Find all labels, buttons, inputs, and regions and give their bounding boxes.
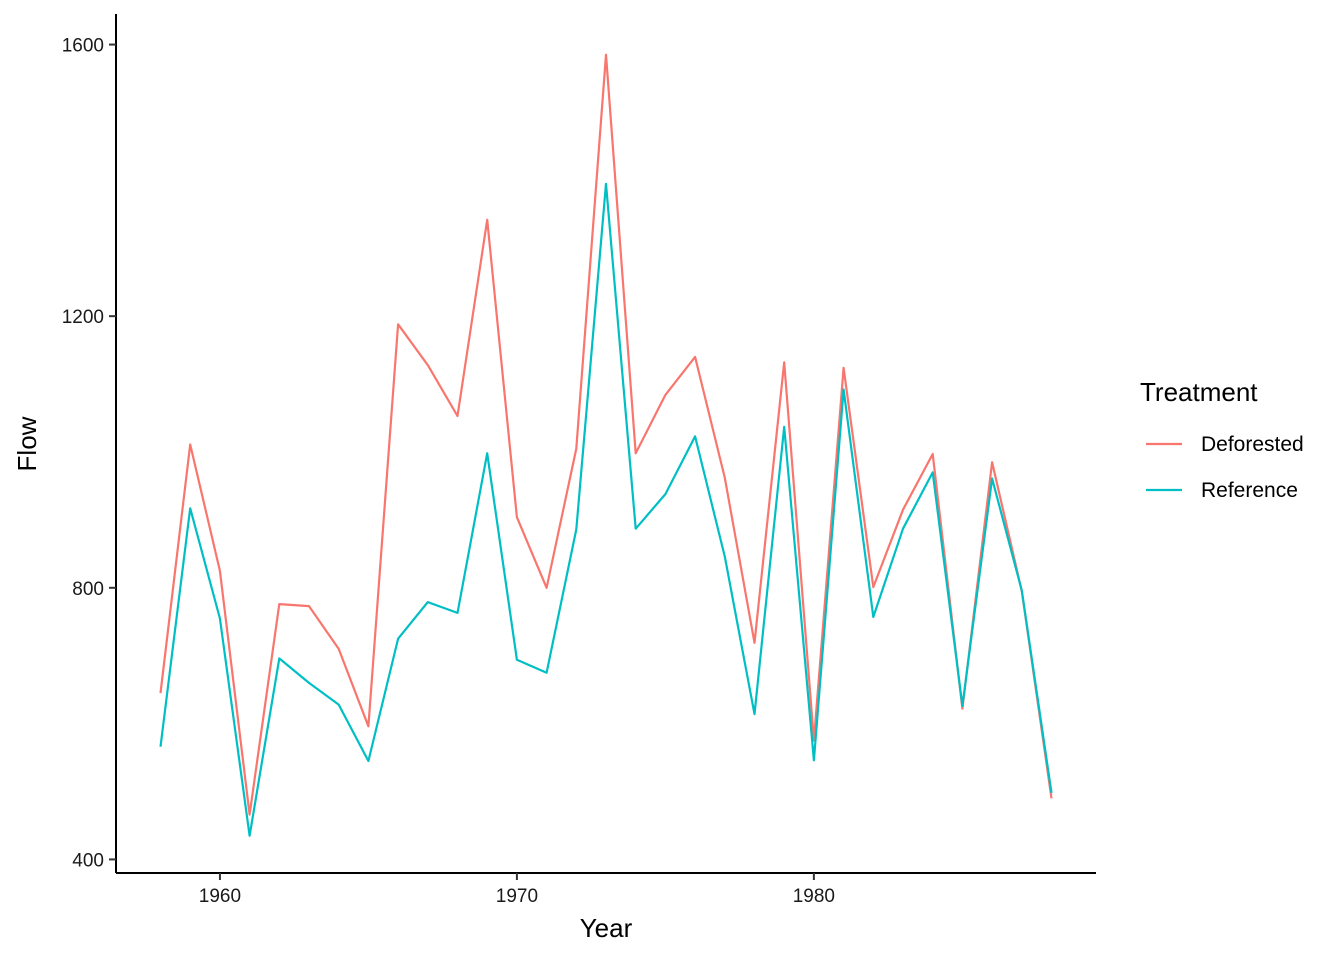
x-tick-label: 1970	[496, 886, 538, 907]
series-line-reference	[159, 182, 1053, 837]
legend-label-reference: Reference	[1201, 479, 1298, 502]
legend-title: Treatment	[1140, 377, 1258, 407]
x-axis-title: Year	[580, 913, 633, 943]
legend: Treatment Deforested Reference	[1140, 377, 1304, 502]
legend-label-deforested: Deforested	[1201, 433, 1304, 456]
axes-layer	[115, 14, 1096, 874]
x-ticks-layer: 1960 1970 1980	[199, 873, 835, 907]
x-tick-label: 1980	[793, 886, 835, 907]
y-ticks-layer: 400 800 1200 1600	[62, 36, 116, 871]
y-tick-label: 1200	[62, 307, 104, 328]
x-tick-label: 1960	[199, 886, 241, 907]
y-tick-label: 400	[72, 850, 104, 871]
y-tick-label: 800	[72, 579, 104, 600]
y-tick-label: 1600	[62, 36, 104, 57]
series-line-deforested	[159, 53, 1053, 816]
y-axis-title: Flow	[12, 416, 42, 471]
legend-items: Deforested Reference	[1146, 433, 1304, 502]
series-lines-layer	[159, 53, 1053, 837]
